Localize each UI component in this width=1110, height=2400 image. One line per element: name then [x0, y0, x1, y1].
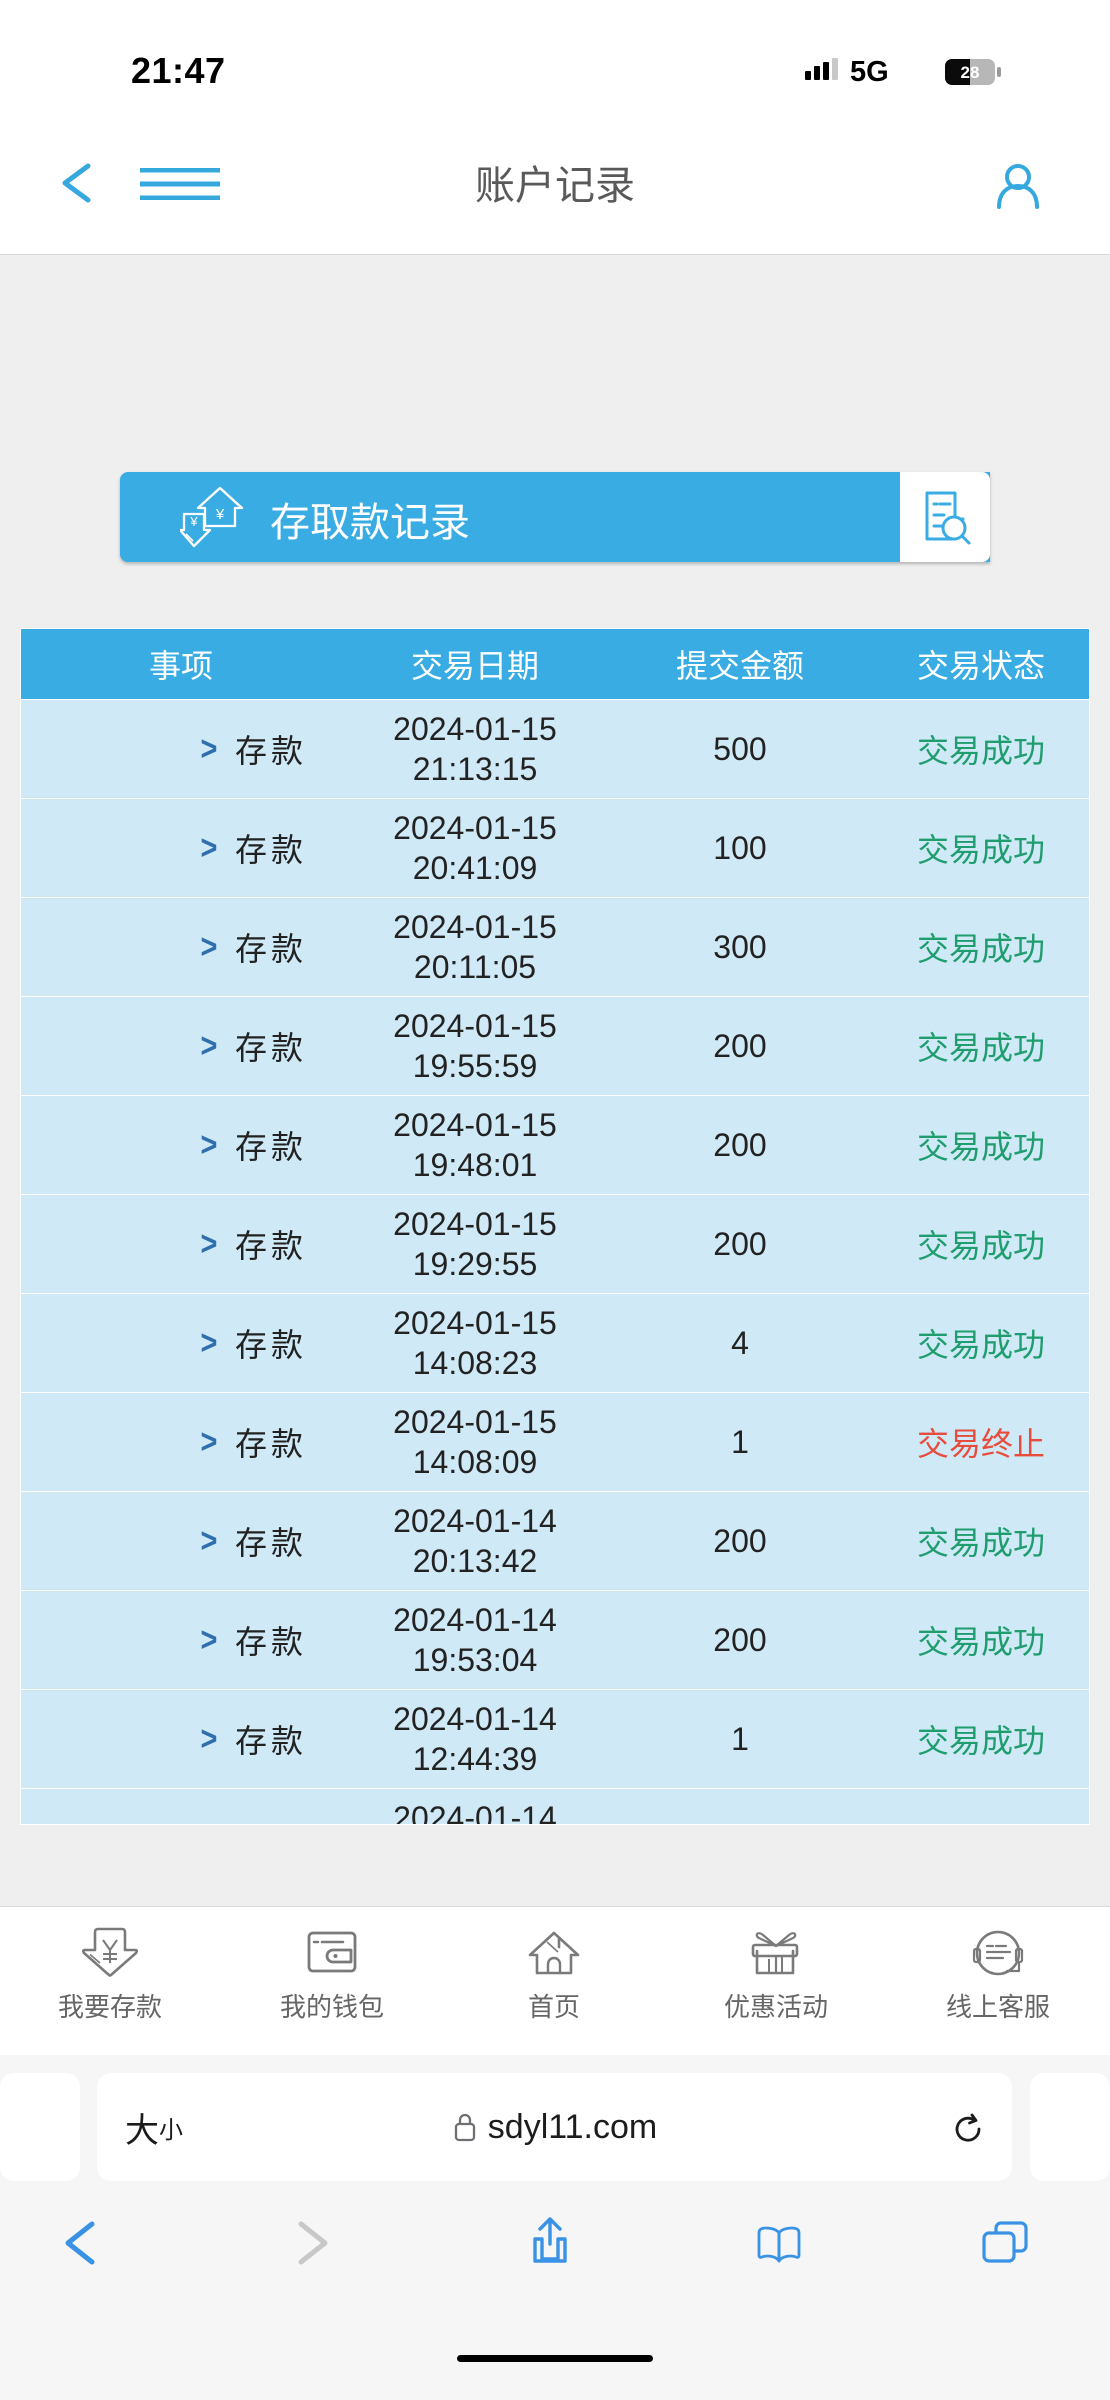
svg-text:28: 28: [961, 63, 980, 82]
svg-text:¥: ¥: [189, 514, 198, 529]
svg-text:¥: ¥: [215, 506, 225, 523]
